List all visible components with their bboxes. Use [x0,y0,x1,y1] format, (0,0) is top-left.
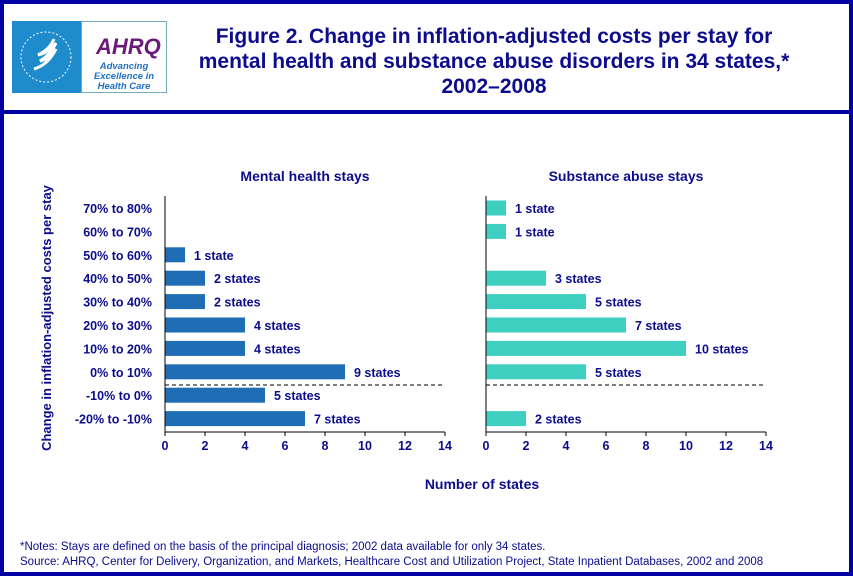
bar [165,294,205,310]
data-label: 2 states [535,413,582,427]
x-tick-label: 2 [523,439,530,453]
data-label: 3 states [555,272,602,286]
x-tick-label: 8 [322,439,329,453]
data-label: 1 state [515,225,555,239]
ahrq-tagline: Advancing Excellence in Health Care [93,61,155,92]
category-label: 70% to 80% [83,202,152,216]
source-line: Source: AHRQ, Center for Delivery, Organ… [20,556,764,568]
x-tick-label: 14 [759,439,773,453]
bar [486,270,546,286]
bar [486,411,526,427]
x-tick-label: 6 [603,439,610,453]
category-label: -10% to 0% [86,389,152,403]
ahrq-wordmark: AHRQ [96,34,161,59]
data-label: 7 states [635,319,682,333]
data-label: 9 states [354,366,401,380]
x-tick-label: 4 [563,439,570,453]
bar [165,364,345,380]
chart-title: Mental health stays [240,168,369,184]
bar [165,247,185,263]
data-label: 2 states [214,272,261,286]
data-label: 5 states [595,296,642,310]
x-tick-label: 12 [398,439,412,453]
header-divider [4,110,849,114]
chart-title: Substance abuse stays [549,168,704,184]
data-label: 4 states [254,319,301,333]
notes-line: *Notes: Stays are defined on the basis o… [20,541,546,553]
category-label: -20% to -10% [75,413,152,427]
category-label: 10% to 20% [83,342,152,356]
data-label: 1 state [194,249,234,263]
data-label: 10 states [695,342,749,356]
data-label: 5 states [595,366,642,380]
x-tick-label: 0 [483,439,490,453]
y-axis-title: Change in inflation-adjusted costs per s… [39,184,54,451]
data-label: 2 states [214,296,261,310]
x-tick-label: 8 [643,439,650,453]
bar [486,364,586,380]
category-label: 50% to 60% [83,249,152,263]
figure-title: Figure 2. Change in inflation-adjusted c… [198,25,790,98]
bar [165,411,305,427]
category-label: 30% to 40% [83,296,152,310]
data-label: 1 state [515,202,555,216]
data-label: 4 states [254,342,301,356]
x-tick-label: 2 [202,439,209,453]
notes: *Notes: Stays are defined on the basis o… [20,540,763,570]
ahrq-hhs-logo: AHRQ Advancing Excellence in Health Care [12,21,167,93]
bar [486,223,506,239]
data-label: 5 states [274,389,321,403]
x-tick-label: 4 [242,439,249,453]
bar [486,317,626,333]
bar [165,340,245,356]
ahrq-logo: AHRQ Advancing Excellence in Health Care [81,21,167,93]
bar [486,294,586,310]
x-tick-label: 14 [438,439,452,453]
data-label: 7 states [314,413,361,427]
bar [165,317,245,333]
category-label: 40% to 50% [83,272,152,286]
category-label: 0% to 10% [90,366,152,380]
bar-charts: Mental health stays 70% to 80% 60% to 70% 5… [39,168,773,492]
x-tick-label: 12 [719,439,733,453]
category-label: 60% to 70% [83,225,152,239]
x-tick-label: 6 [282,439,289,453]
x-axis-title: Number of states [425,476,540,492]
category-label: 20% to 30% [83,319,152,333]
x-tick-label: 10 [679,439,693,453]
x-tick-label: 10 [358,439,372,453]
bar [165,270,205,286]
bar [165,387,265,403]
bar [486,200,506,216]
hhs-eagle-seal-icon [12,21,81,93]
x-tick-label: 0 [162,439,169,453]
bar [486,340,686,356]
